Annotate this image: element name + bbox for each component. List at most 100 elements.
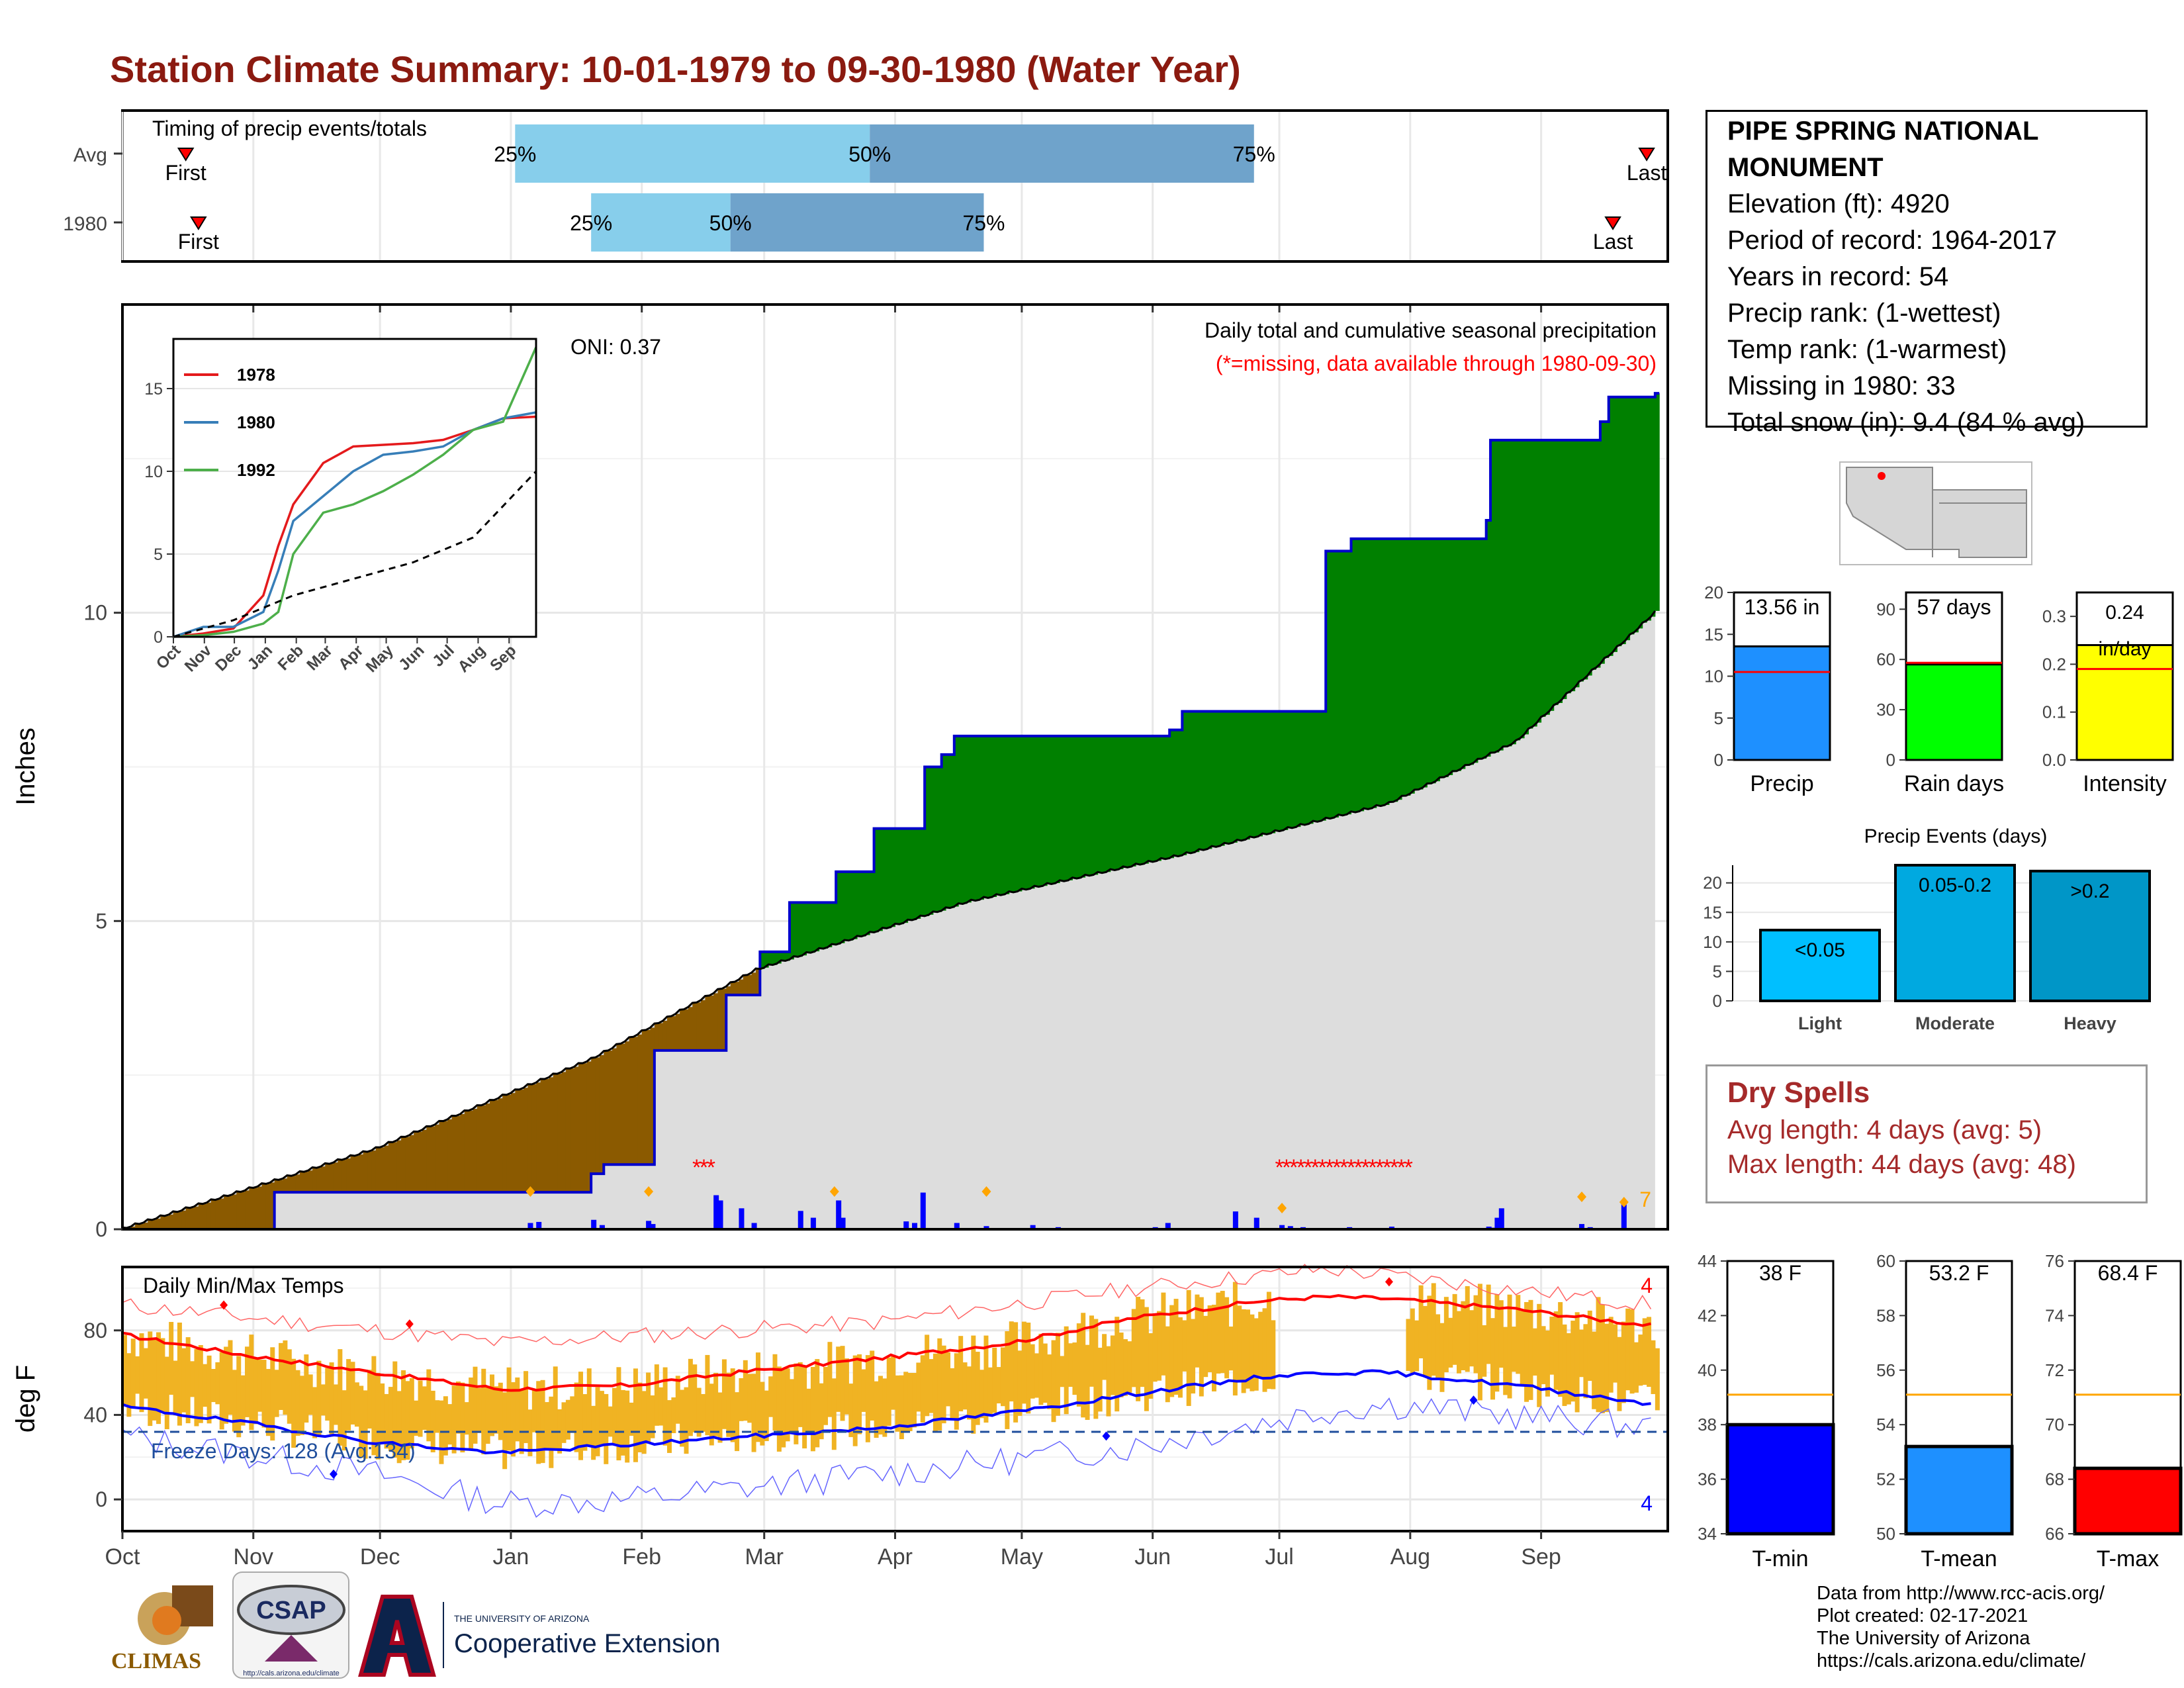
- daily-temp-bar: [553, 1366, 558, 1449]
- last-marker: [1638, 148, 1655, 162]
- daily-temp-bar: [418, 1380, 423, 1437]
- deficit-area: [265, 1184, 271, 1229]
- daily-temp-bar: [1021, 1321, 1026, 1404]
- surplus-area: [1617, 397, 1622, 647]
- temp-summary-category: T-mean: [1921, 1546, 1997, 1571]
- daily-temp-bar: [1629, 1309, 1635, 1394]
- surplus-area: [1562, 440, 1567, 700]
- daily-temp-bar: [1161, 1292, 1166, 1376]
- deficit-area: [443, 1121, 448, 1193]
- missing-day-star: *: [1318, 1155, 1327, 1180]
- surplus-area: [1076, 735, 1081, 879]
- temp-summary-tick-label: 36: [1698, 1470, 1717, 1489]
- temp-ytick-label: 0: [95, 1487, 107, 1511]
- daily-temp-bar: [1549, 1316, 1555, 1375]
- daily-temp-bar: [515, 1377, 520, 1442]
- surplus-area: [1034, 735, 1039, 886]
- daily-temp-bar: [616, 1367, 621, 1461]
- surplus-area: [1381, 538, 1386, 806]
- daily-precip-bar: [650, 1224, 656, 1229]
- deficit-area: [498, 1098, 503, 1193]
- daily-temp-bar: [1258, 1311, 1263, 1378]
- daily-temp-bar: [1473, 1295, 1479, 1374]
- daily-temp-bar: [1625, 1308, 1631, 1391]
- station-info-box: PIPE SPRING NATIONAL MONUMENT Elevation …: [1706, 110, 2148, 437]
- daily-temp-bar: [1207, 1305, 1212, 1372]
- daily-temp-bar: [392, 1361, 398, 1458]
- surplus-area: [1558, 440, 1563, 703]
- daily-temp-bar: [1439, 1323, 1445, 1392]
- daily-temp-bar: [1005, 1331, 1010, 1429]
- summary-tick-label: 0: [1714, 750, 1723, 770]
- heavy-event-marker: [644, 1186, 654, 1197]
- deficit-area: [240, 1192, 246, 1229]
- summary-value-label: 0.24: [2105, 602, 2144, 624]
- deficit-area: [245, 1190, 250, 1229]
- daily-temp-bar: [1076, 1323, 1081, 1407]
- daily-precip-bar: [810, 1217, 816, 1229]
- daily-temp-bar: [477, 1387, 482, 1433]
- daily-precip-bar: [1253, 1217, 1259, 1229]
- daily-temp-bar: [840, 1346, 845, 1421]
- daily-temp-bar: [735, 1392, 740, 1452]
- surplus-area: [1498, 440, 1504, 751]
- surplus-area: [946, 754, 950, 908]
- deficit-area: [401, 1137, 406, 1193]
- station-temp-rank: Temp rank: (1-warmest): [1727, 335, 2007, 364]
- surplus-area: [895, 828, 900, 924]
- daily-temp-bar: [954, 1353, 959, 1430]
- temp-summary-bars: 34 36 38 40 42 44 38 F T-min 50 52 54 56 58 60 53.2 F T…: [1698, 1251, 2183, 1571]
- daily-temp-bar: [831, 1378, 837, 1450]
- dry-spells-max: Max length: 44 days (avg: 48): [1727, 1150, 2076, 1179]
- daily-temp-bar: [1177, 1317, 1183, 1398]
- inset-legend-label: 1980: [237, 412, 275, 432]
- daily-temp-bar: [874, 1381, 879, 1438]
- surplus-area: [996, 735, 1001, 894]
- missing-day-star: *: [1332, 1155, 1341, 1180]
- daily-temp-bar: [1431, 1283, 1436, 1376]
- surplus-area: [1385, 538, 1390, 805]
- surplus-area: [1266, 711, 1271, 835]
- surplus-area: [1443, 538, 1449, 778]
- station-name: PIPE SPRING NATIONAL MONUMENT: [1727, 117, 2038, 182]
- daily-temp-bar: [469, 1377, 474, 1450]
- credit-university: The University of Arizona: [1817, 1628, 2030, 1649]
- ua-a-mark: [358, 1595, 436, 1677]
- daily-temp-bar: [996, 1367, 1001, 1404]
- daily-temp-bar: [287, 1349, 292, 1424]
- surplus-area: [810, 902, 815, 953]
- daily-temp-bar: [1570, 1321, 1576, 1402]
- surplus-area: [1300, 711, 1305, 824]
- events-tick-label: 15: [1703, 902, 1722, 922]
- daily-temp-bar: [1211, 1304, 1216, 1391]
- daily-temp-bar: [320, 1384, 326, 1416]
- daily-temp-bar: [1566, 1333, 1571, 1405]
- deficit-area: [544, 1079, 549, 1193]
- daily-temp-bar: [371, 1356, 377, 1456]
- deficit-area: [502, 1094, 508, 1193]
- daily-temp-bar: [312, 1387, 318, 1438]
- credit-data-source: Data from http://www.rcc-acis.org/: [1817, 1583, 2105, 1604]
- daily-temp-bar: [1241, 1309, 1246, 1393]
- deficit-area: [173, 1211, 178, 1229]
- surplus-area: [1494, 440, 1500, 753]
- summary-tick-label: 60: [1876, 649, 1895, 669]
- daily-temp-bar: [1271, 1320, 1276, 1389]
- daily-temp-bar: [367, 1370, 373, 1429]
- daily-temp-bar: [1042, 1343, 1048, 1403]
- deficit-area: [578, 1063, 583, 1193]
- surplus-area: [925, 767, 930, 916]
- surplus-area: [1330, 551, 1335, 819]
- surplus-area: [1528, 440, 1533, 729]
- surplus-area: [912, 828, 917, 921]
- csap-mountain: [265, 1635, 318, 1662]
- surplus-area: [1355, 538, 1360, 813]
- daily-temp-bar: [1486, 1284, 1491, 1364]
- daily-temp-bar: [662, 1367, 668, 1446]
- daily-temp-bar: [692, 1364, 698, 1432]
- surplus-area: [1271, 711, 1276, 833]
- daily-precip-bar: [983, 1226, 989, 1229]
- deficit-area: [279, 1180, 283, 1193]
- credit-url: https://cals.arizona.edu/climate/: [1817, 1650, 2086, 1671]
- daily-temp-bar: [1216, 1292, 1221, 1374]
